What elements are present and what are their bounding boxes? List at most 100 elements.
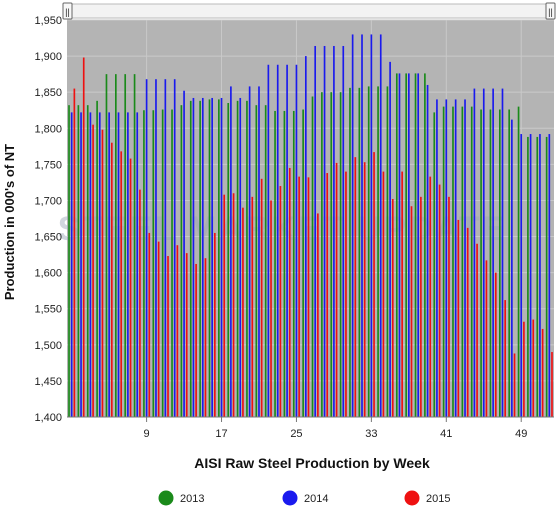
bar-2013-week-10[interactable] bbox=[152, 110, 155, 417]
bar-2015-week-15[interactable] bbox=[204, 258, 207, 417]
legend-marker-2014[interactable] bbox=[282, 490, 298, 506]
bar-2015-week-19[interactable] bbox=[242, 207, 244, 417]
bar-2014-week-34[interactable] bbox=[379, 34, 382, 417]
bar-2015-week-3[interactable] bbox=[92, 124, 94, 417]
bar-2014-week-11[interactable] bbox=[164, 79, 167, 417]
bar-2013-week-19[interactable] bbox=[236, 100, 239, 417]
bar-2014-week-9[interactable] bbox=[145, 79, 148, 417]
bar-2015-week-22[interactable] bbox=[270, 200, 272, 417]
bar-2015-week-9[interactable] bbox=[148, 232, 151, 417]
bar-2013-week-17[interactable] bbox=[218, 99, 220, 418]
bar-2013-week-8[interactable] bbox=[133, 74, 136, 417]
bar-2015-week-27[interactable] bbox=[317, 213, 319, 417]
bar-2013-week-49[interactable] bbox=[517, 106, 520, 418]
bar-2014-week-10[interactable] bbox=[155, 79, 157, 417]
bar-2013-week-45[interactable] bbox=[480, 109, 482, 417]
bar-2014-week-27[interactable] bbox=[314, 45, 317, 418]
bar-2015-week-1[interactable] bbox=[73, 88, 76, 417]
bar-2013-week-46[interactable] bbox=[489, 109, 492, 417]
bar-2015-week-50[interactable] bbox=[532, 319, 535, 417]
bar-2014-week-51[interactable] bbox=[539, 134, 541, 418]
bar-2014-week-22[interactable] bbox=[267, 64, 270, 417]
legend-label-2015[interactable]: 2015 bbox=[426, 493, 450, 505]
bar-2015-week-12[interactable] bbox=[176, 245, 179, 417]
bar-2015-week-41[interactable] bbox=[448, 196, 450, 417]
bar-2013-week-12[interactable] bbox=[171, 109, 173, 417]
bar-2014-week-25[interactable] bbox=[295, 64, 298, 417]
bar-2015-week-6[interactable] bbox=[120, 151, 123, 417]
bar-2013-week-21[interactable] bbox=[255, 105, 258, 418]
bar-2013-week-52[interactable] bbox=[545, 136, 548, 417]
bar-2014-week-5[interactable] bbox=[108, 112, 110, 417]
bar-2014-week-43[interactable] bbox=[464, 99, 466, 418]
bar-2013-week-26[interactable] bbox=[302, 109, 304, 417]
bar-2014-week-46[interactable] bbox=[492, 88, 494, 417]
bar-2013-week-13[interactable] bbox=[180, 105, 183, 418]
bar-2015-week-51[interactable] bbox=[541, 328, 544, 417]
bar-2013-week-47[interactable] bbox=[498, 109, 501, 417]
bar-2013-week-4[interactable] bbox=[96, 100, 98, 417]
bar-2013-week-28[interactable] bbox=[321, 92, 323, 418]
bar-2014-week-38[interactable] bbox=[417, 73, 420, 417]
bar-2015-week-43[interactable] bbox=[466, 227, 469, 417]
bar-2013-week-43[interactable] bbox=[461, 106, 464, 418]
bar-2015-week-10[interactable] bbox=[157, 241, 160, 417]
bar-2013-week-16[interactable] bbox=[208, 99, 211, 418]
bar-2015-week-16[interactable] bbox=[214, 232, 216, 417]
bar-2013-week-51[interactable] bbox=[536, 136, 539, 417]
bar-2015-week-52[interactable] bbox=[551, 352, 553, 417]
bar-2015-week-34[interactable] bbox=[382, 171, 385, 417]
bar-2014-week-15[interactable] bbox=[201, 97, 204, 418]
bar-2013-week-48[interactable] bbox=[508, 109, 511, 417]
bar-2015-week-39[interactable] bbox=[429, 176, 432, 417]
bar-2014-week-32[interactable] bbox=[361, 34, 363, 417]
bar-2013-week-35[interactable] bbox=[386, 86, 389, 417]
bar-2015-week-26[interactable] bbox=[307, 177, 310, 417]
bar-2013-week-2[interactable] bbox=[77, 105, 80, 418]
bar-2013-week-27[interactable] bbox=[311, 96, 314, 417]
bar-2014-week-24[interactable] bbox=[286, 64, 288, 417]
bar-2014-week-40[interactable] bbox=[436, 99, 438, 418]
bar-2014-week-18[interactable] bbox=[230, 86, 232, 417]
bar-2015-week-36[interactable] bbox=[401, 171, 403, 417]
bar-2015-week-20[interactable] bbox=[251, 196, 254, 417]
bar-2013-week-41[interactable] bbox=[442, 106, 445, 418]
bar-2015-week-44[interactable] bbox=[476, 243, 478, 417]
bar-2013-week-7[interactable] bbox=[124, 74, 127, 417]
bar-2014-week-39[interactable] bbox=[426, 84, 429, 418]
bar-2013-week-38[interactable] bbox=[414, 73, 417, 417]
bar-2015-week-42[interactable] bbox=[457, 219, 460, 417]
bar-2015-week-23[interactable] bbox=[279, 186, 282, 417]
bar-2014-week-30[interactable] bbox=[342, 45, 345, 418]
legend-label-2014[interactable]: 2014 bbox=[304, 493, 328, 505]
bar-2013-week-9[interactable] bbox=[143, 110, 145, 417]
bar-2014-week-44[interactable] bbox=[473, 88, 476, 417]
bar-2015-week-17[interactable] bbox=[223, 194, 226, 417]
bar-2014-week-8[interactable] bbox=[136, 112, 139, 417]
legend-marker-2015[interactable] bbox=[404, 490, 420, 506]
bar-2015-week-13[interactable] bbox=[185, 253, 188, 417]
bar-2015-week-46[interactable] bbox=[494, 272, 497, 417]
bar-2014-week-19[interactable] bbox=[239, 97, 242, 418]
bar-2014-week-49[interactable] bbox=[520, 134, 523, 418]
bar-2014-week-23[interactable] bbox=[276, 64, 279, 417]
bar-2013-week-39[interactable] bbox=[424, 73, 426, 417]
bar-2015-week-8[interactable] bbox=[139, 189, 141, 417]
bar-2014-week-29[interactable] bbox=[333, 45, 335, 418]
bar-2013-week-34[interactable] bbox=[377, 86, 379, 417]
bar-2015-week-2[interactable] bbox=[82, 57, 85, 417]
bar-2013-week-40[interactable] bbox=[433, 112, 436, 417]
bar-2014-week-33[interactable] bbox=[370, 34, 373, 417]
bar-2015-week-14[interactable] bbox=[195, 263, 197, 417]
bar-2014-week-45[interactable] bbox=[482, 88, 485, 417]
bar-2015-week-7[interactable] bbox=[129, 158, 132, 417]
bar-2013-week-33[interactable] bbox=[367, 86, 370, 417]
bar-2014-week-3[interactable] bbox=[89, 112, 92, 417]
bar-2015-week-18[interactable] bbox=[232, 193, 235, 417]
bar-2015-week-11[interactable] bbox=[167, 256, 169, 417]
bar-2014-week-12[interactable] bbox=[173, 79, 176, 417]
bar-2013-week-15[interactable] bbox=[199, 100, 201, 417]
bar-2014-week-4[interactable] bbox=[98, 112, 101, 417]
bar-2013-week-31[interactable] bbox=[349, 87, 351, 417]
bar-2015-week-30[interactable] bbox=[345, 171, 347, 417]
